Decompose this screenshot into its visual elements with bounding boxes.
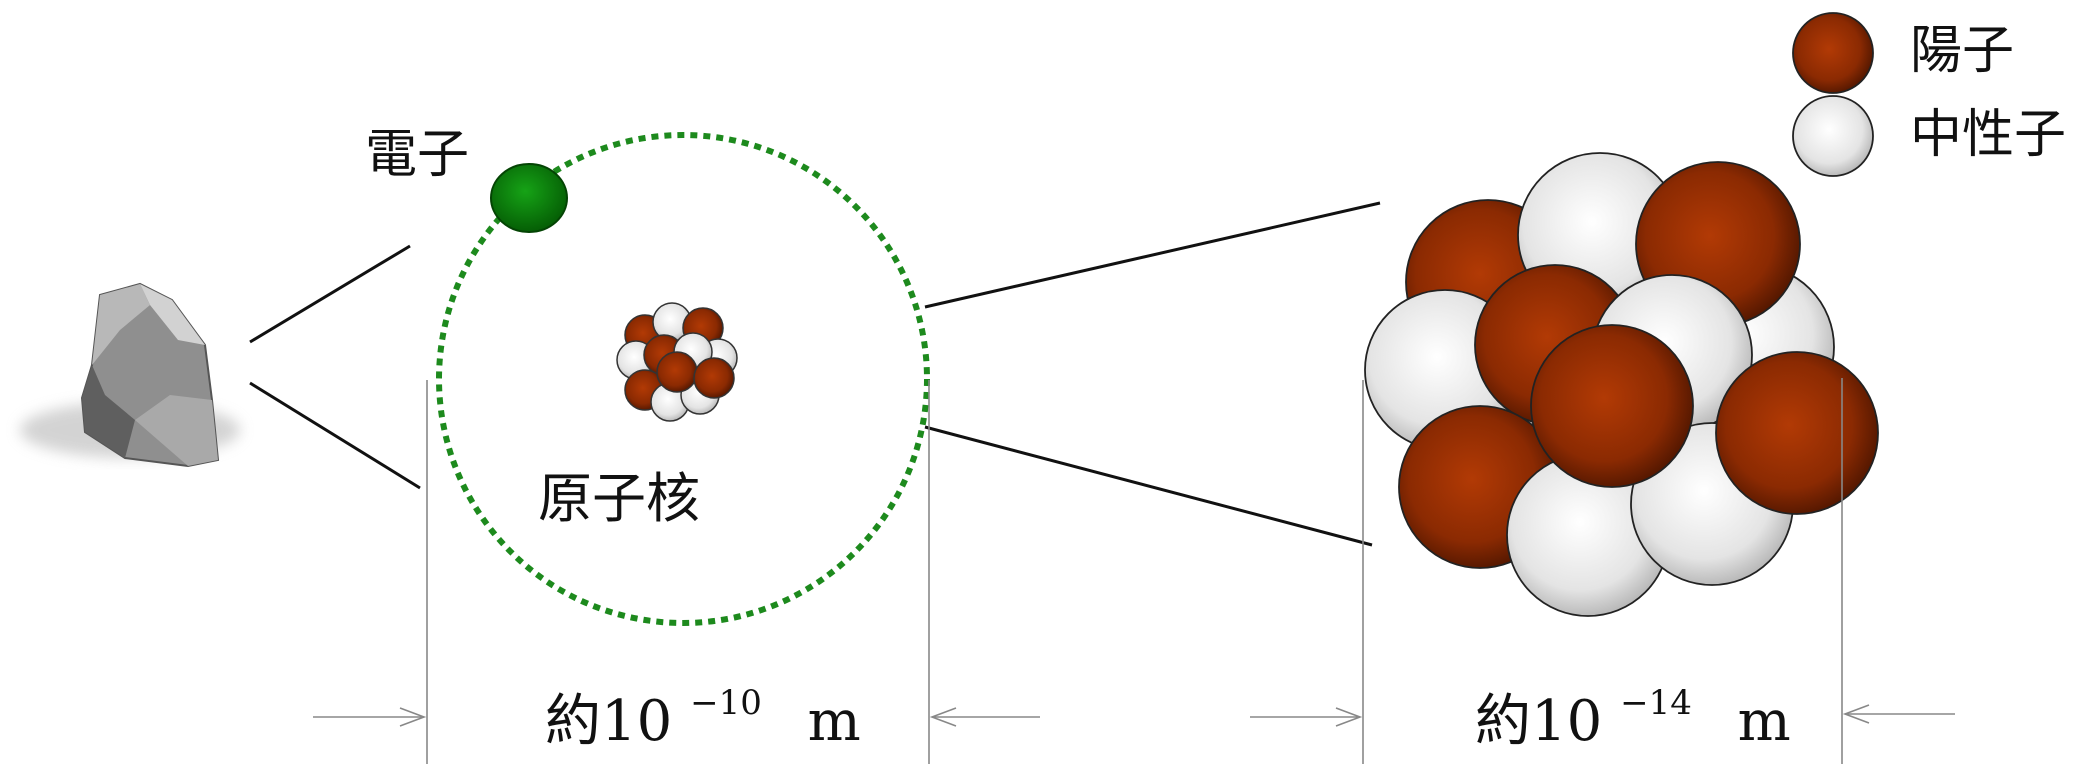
neutron-legend-icon [1792,95,1874,177]
nucleus-size-prefix: 約10 [1475,689,1602,754]
nucleus-size-label: 約10 −14 m [1475,663,1791,754]
electron-orbit [436,132,930,626]
atom-to-nucleus-line-bottom [924,425,1373,547]
atom-size-dimension [313,380,1040,764]
nucleus-size-dimension [1250,378,1955,764]
legend: 陽子 中性子 [1792,12,2066,177]
rock-icon [20,282,240,468]
nucleus-size-unit: m [1738,689,1791,754]
atom-size-unit: m [808,689,861,754]
electron-label: 電子 [365,125,469,185]
rock-to-atom-line-top [249,244,411,344]
atom-size-label: 約10 −10 m [545,663,861,754]
nucleus-size-exponent: −14 [1620,683,1692,723]
atom-size-prefix: 約10 [545,689,672,754]
atom-size-exponent: −10 [690,683,762,723]
large-nucleus-icon [1364,152,1879,617]
small-nucleus-icon [616,302,738,422]
proton-legend-icon [1792,12,1874,94]
rock-to-atom-line-bottom [249,381,421,490]
electron-icon [490,163,568,233]
neutron-legend-label: 中性子 [1910,105,2066,165]
atom-to-nucleus-line-top [924,201,1381,309]
nucleus-label: 原子核 [538,467,700,530]
proton-legend-label: 陽子 [1910,21,2014,81]
